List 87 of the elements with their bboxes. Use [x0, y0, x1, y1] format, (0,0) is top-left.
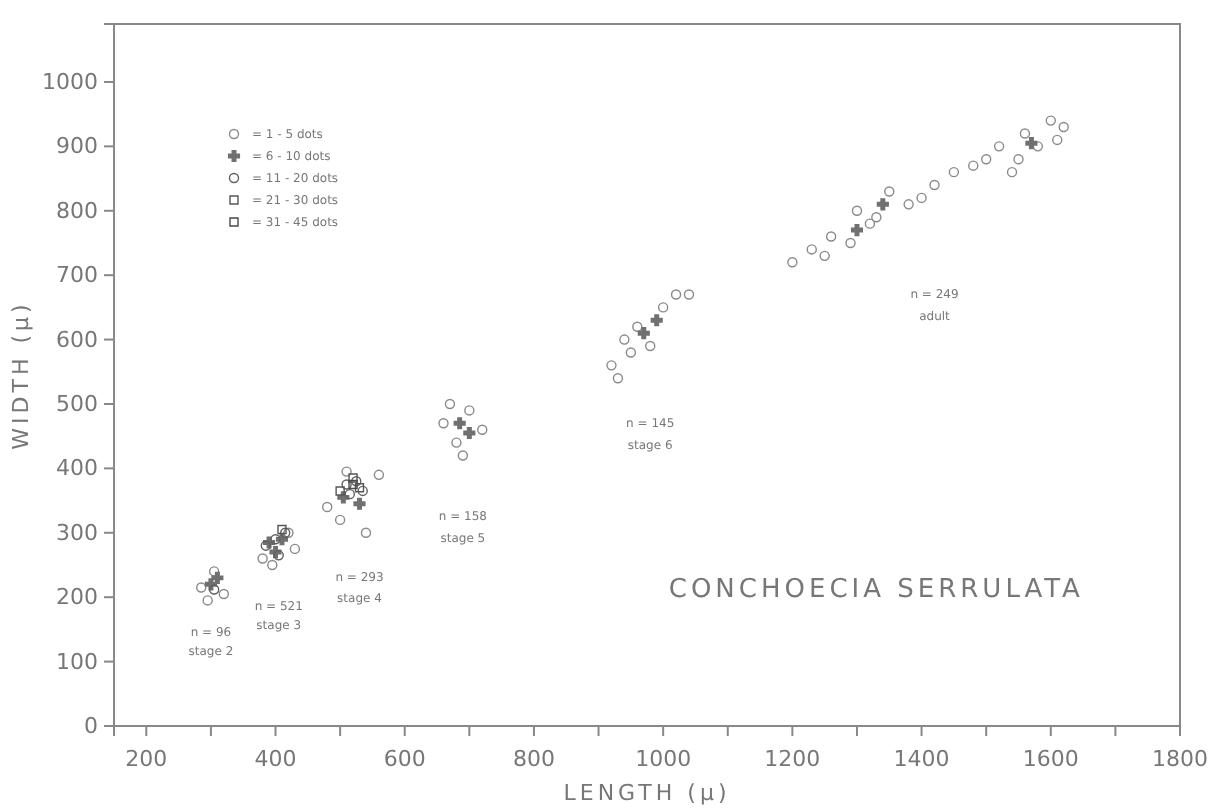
point [202, 595, 213, 606]
y-axis-title: WIDTH (μ) [8, 300, 34, 450]
point [267, 559, 278, 571]
point [438, 418, 449, 429]
point [948, 166, 960, 178]
point [819, 250, 830, 262]
point [864, 218, 876, 229]
point [257, 553, 268, 564]
point [845, 237, 856, 249]
point [334, 514, 346, 526]
y-tick-label: 900 [56, 133, 98, 160]
point [360, 527, 372, 538]
point [683, 289, 695, 300]
point [477, 424, 488, 435]
text: CONCHOECIA SERRULATA [668, 575, 1084, 606]
point [850, 224, 864, 237]
point [825, 231, 837, 242]
x-tick-label: 1000 [635, 746, 692, 773]
x-tick-label: 400 [254, 746, 297, 773]
y-tick-label: 500 [56, 391, 98, 418]
point [373, 469, 385, 481]
point [464, 405, 475, 416]
point [650, 314, 663, 327]
point [1006, 166, 1018, 178]
point [632, 321, 643, 332]
point [619, 334, 630, 345]
x-axis-title: LENGTH (μ) [563, 780, 731, 806]
y-tick-label: 1000 [42, 69, 98, 95]
x-tick-label: 800 [512, 746, 555, 773]
point [606, 360, 617, 371]
x-tick-label: 1800 [1152, 746, 1208, 773]
point [344, 488, 356, 500]
x-tick-label: 200 [125, 746, 168, 773]
point [1019, 128, 1031, 139]
y-tick-label: 400 [56, 455, 98, 482]
point [196, 582, 207, 593]
point [806, 244, 817, 255]
point [903, 199, 914, 210]
point [993, 141, 1005, 152]
point [353, 497, 366, 510]
point [208, 584, 220, 595]
point [218, 588, 230, 600]
point [916, 192, 927, 204]
point [871, 212, 882, 223]
point [612, 373, 624, 384]
point [1032, 141, 1044, 152]
y-tick-label: 200 [56, 584, 98, 611]
point [1025, 137, 1038, 150]
y-tick-label: 300 [56, 519, 98, 546]
point [270, 534, 281, 545]
y-tick-label: 0 [84, 713, 98, 740]
point [1013, 154, 1024, 165]
point [787, 257, 798, 268]
y-tick-label: 600 [56, 326, 98, 353]
point [645, 340, 656, 352]
point [289, 543, 301, 555]
point [1058, 121, 1069, 133]
point [321, 501, 333, 513]
point [208, 566, 220, 577]
point [876, 198, 889, 211]
point [463, 426, 476, 440]
point [453, 417, 466, 430]
point [1045, 115, 1056, 126]
point [851, 205, 863, 216]
point [451, 437, 462, 448]
point [980, 154, 992, 165]
point [657, 302, 669, 313]
point [670, 289, 682, 300]
point [884, 186, 895, 197]
point [341, 466, 352, 477]
point [625, 347, 637, 358]
point [335, 486, 345, 496]
point [1052, 134, 1063, 146]
x-tick-label: 600 [383, 746, 426, 773]
x-tick-label: 1400 [893, 746, 950, 773]
point [457, 450, 469, 461]
y-tick-label: 100 [56, 648, 98, 675]
y-tick-label: 800 [56, 197, 98, 224]
point [211, 571, 224, 584]
point [341, 479, 352, 490]
x-tick-label: 1600 [1022, 746, 1079, 773]
point [968, 160, 979, 171]
point [637, 327, 650, 340]
point [929, 179, 940, 191]
point [444, 398, 456, 410]
x-tick-label: 1200 [764, 746, 821, 773]
y-tick-label: 700 [56, 262, 98, 289]
